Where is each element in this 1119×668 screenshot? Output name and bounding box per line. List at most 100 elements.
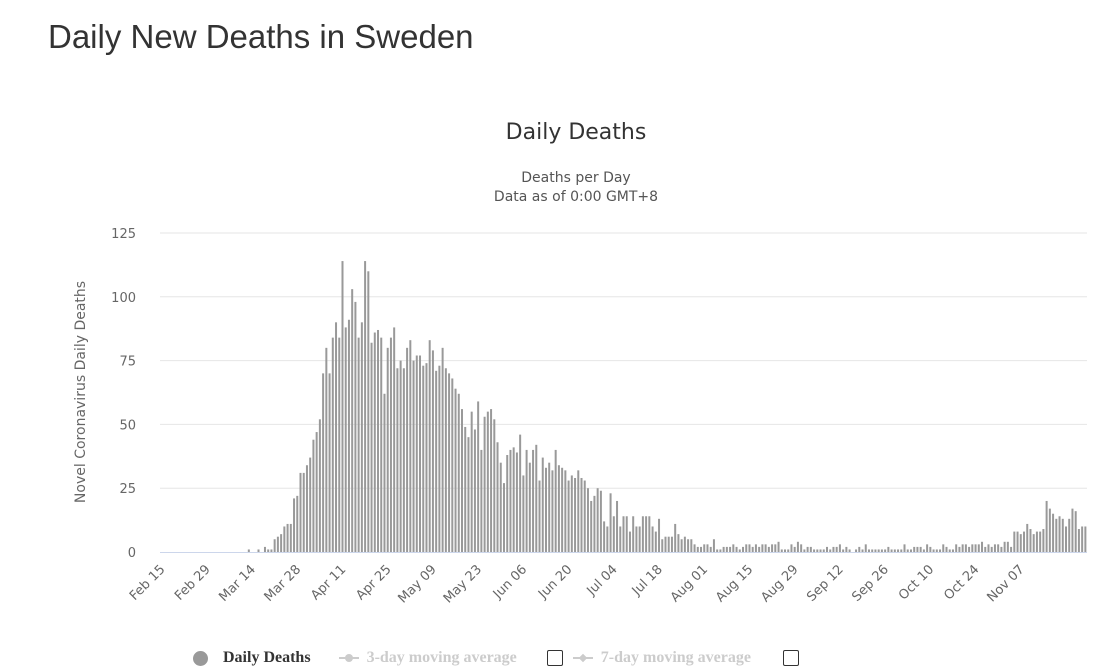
bar[interactable] <box>855 549 858 552</box>
bar[interactable] <box>784 549 786 552</box>
bar[interactable] <box>454 388 457 552</box>
bar[interactable] <box>848 549 851 552</box>
bar[interactable] <box>990 546 993 552</box>
bar[interactable] <box>971 544 974 552</box>
bar[interactable] <box>1013 531 1016 552</box>
bar[interactable] <box>913 546 916 552</box>
legend-item-3-day-average[interactable]: 3-day moving average <box>338 649 517 667</box>
bar[interactable] <box>861 549 864 552</box>
bar[interactable] <box>406 347 409 552</box>
bar[interactable] <box>1055 518 1058 552</box>
bar[interactable] <box>977 544 980 552</box>
bar[interactable] <box>974 544 977 552</box>
bar[interactable] <box>461 409 463 552</box>
bar[interactable] <box>632 516 635 552</box>
bar[interactable] <box>567 480 570 552</box>
bar[interactable] <box>473 429 476 553</box>
bar[interactable] <box>263 546 266 552</box>
bar[interactable] <box>315 432 318 552</box>
bar[interactable] <box>916 546 919 552</box>
bar[interactable] <box>415 355 418 553</box>
bar[interactable] <box>486 411 489 552</box>
bar[interactable] <box>557 465 560 552</box>
bar[interactable] <box>276 536 279 552</box>
bar[interactable] <box>725 546 728 552</box>
bar[interactable] <box>441 347 444 552</box>
bar[interactable] <box>544 467 547 552</box>
bar[interactable] <box>700 546 703 552</box>
bar[interactable] <box>1019 534 1022 552</box>
bar[interactable] <box>590 500 593 552</box>
bar[interactable] <box>322 373 325 552</box>
bar[interactable] <box>687 539 690 552</box>
bar[interactable] <box>341 261 344 552</box>
bar[interactable] <box>577 470 580 552</box>
bar[interactable] <box>948 549 951 552</box>
bar[interactable] <box>457 393 460 552</box>
bar[interactable] <box>409 340 412 552</box>
bar[interactable] <box>771 544 774 552</box>
bar[interactable] <box>955 544 958 552</box>
bar[interactable] <box>939 549 942 552</box>
bar[interactable] <box>296 495 299 552</box>
bar[interactable] <box>1077 529 1080 552</box>
bar[interactable] <box>1081 526 1084 552</box>
bar[interactable] <box>1048 508 1051 552</box>
bar[interactable] <box>635 526 638 552</box>
bar[interactable] <box>864 544 867 552</box>
bar[interactable] <box>742 546 745 552</box>
bar[interactable] <box>1061 518 1064 552</box>
bar[interactable] <box>719 549 722 552</box>
bar[interactable] <box>703 544 706 552</box>
bar[interactable] <box>1010 546 1013 552</box>
bar[interactable] <box>412 360 415 552</box>
bar[interactable] <box>842 549 845 552</box>
bar[interactable] <box>654 531 657 552</box>
bar[interactable] <box>616 500 619 552</box>
bar[interactable] <box>964 544 967 552</box>
bar[interactable] <box>1084 526 1087 552</box>
bar[interactable] <box>305 465 308 552</box>
bar[interactable] <box>347 319 350 552</box>
bar[interactable] <box>377 329 380 552</box>
bar[interactable] <box>364 261 367 552</box>
bar[interactable] <box>325 347 328 552</box>
bar[interactable] <box>670 536 673 552</box>
bar[interactable] <box>648 516 651 552</box>
bar[interactable] <box>764 544 767 552</box>
bar[interactable] <box>270 549 273 552</box>
bar[interactable] <box>380 337 383 552</box>
bar[interactable] <box>428 340 431 552</box>
bar[interactable] <box>289 523 292 552</box>
bar[interactable] <box>729 546 732 552</box>
bar[interactable] <box>658 518 661 552</box>
bar[interactable] <box>981 541 984 552</box>
bar[interactable] <box>935 549 938 552</box>
bar[interactable] <box>360 322 363 552</box>
bar[interactable] <box>803 549 806 552</box>
bar[interactable] <box>919 546 922 552</box>
bar[interactable] <box>344 327 347 552</box>
bar[interactable] <box>1029 529 1032 552</box>
bar[interactable] <box>926 544 929 552</box>
bar[interactable] <box>835 546 838 552</box>
bar[interactable] <box>997 544 1000 552</box>
bar[interactable] <box>645 516 648 552</box>
bar[interactable] <box>680 539 683 552</box>
bar[interactable] <box>438 365 441 552</box>
bar[interactable] <box>887 546 890 552</box>
bar[interactable] <box>751 546 754 552</box>
bar[interactable] <box>451 378 454 552</box>
checkbox-3-day-average[interactable] <box>546 650 563 666</box>
bar[interactable] <box>900 549 903 552</box>
bar[interactable] <box>619 526 622 552</box>
bar[interactable] <box>464 426 467 552</box>
bar[interactable] <box>554 449 557 552</box>
bar[interactable] <box>1058 516 1061 552</box>
bar[interactable] <box>722 546 725 552</box>
bar[interactable] <box>748 544 751 552</box>
bar[interactable] <box>1006 541 1009 552</box>
bar[interactable] <box>370 342 373 552</box>
bar[interactable] <box>599 490 602 552</box>
bar[interactable] <box>664 536 667 552</box>
